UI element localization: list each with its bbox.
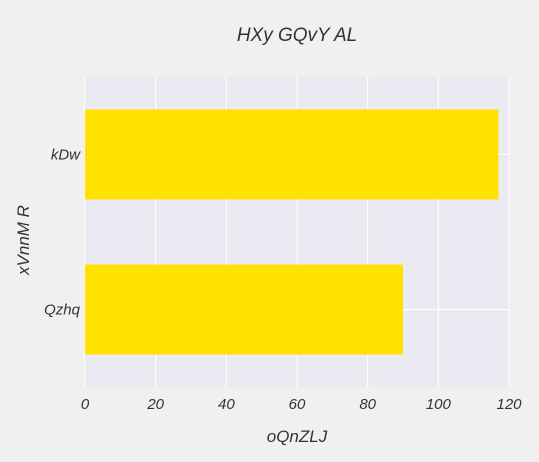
bar-kdw — [85, 109, 499, 200]
y-tick-label: Qzhq — [44, 302, 81, 319]
x-tick-label: 80 — [359, 396, 376, 413]
x-tick-label: 20 — [146, 396, 164, 413]
x-tick-label: 100 — [426, 396, 452, 413]
x-tick-label: 60 — [289, 396, 306, 413]
x-tick-labels: 0 20 40 60 80 100 120 — [81, 396, 522, 413]
x-tick-label: 40 — [218, 396, 235, 413]
bar-qzhq — [85, 264, 403, 355]
y-axis-label: xVnnM R — [14, 205, 33, 276]
y-tick-labels: kDw Qzhq — [44, 147, 81, 319]
chart-title: HXy GQvY AL — [237, 25, 357, 46]
bars — [85, 109, 499, 355]
x-axis-label: oQnZLJ — [267, 427, 328, 446]
x-tick-label: 120 — [496, 396, 522, 413]
x-tick-label: 0 — [81, 396, 90, 413]
y-tick-label: kDw — [51, 147, 81, 164]
